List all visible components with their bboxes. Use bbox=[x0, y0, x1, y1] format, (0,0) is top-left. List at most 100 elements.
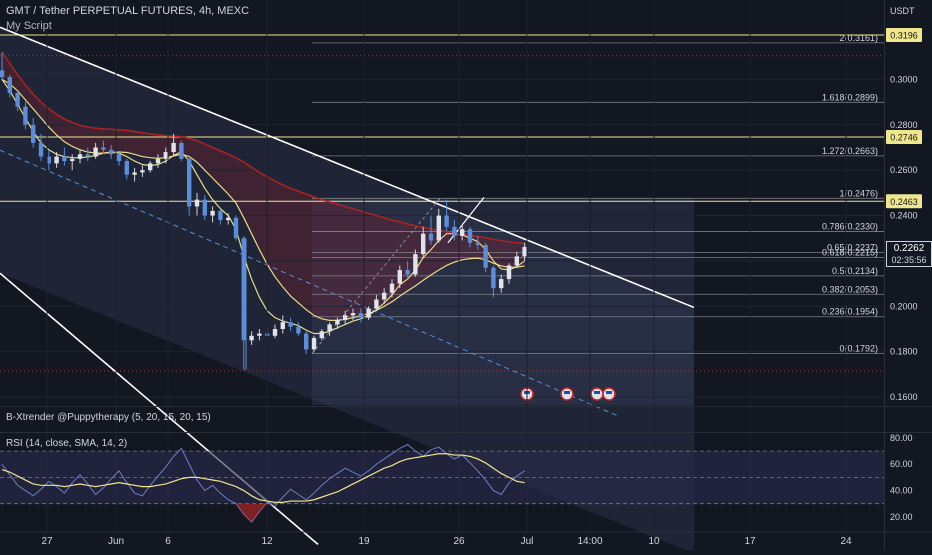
candle-body bbox=[335, 319, 340, 325]
x-tick-label: 24 bbox=[840, 536, 852, 547]
candle-body bbox=[444, 215, 449, 227]
candle-body bbox=[77, 154, 83, 159]
event-flag-icon bbox=[564, 391, 570, 394]
candle-body bbox=[116, 154, 122, 162]
candle-body bbox=[101, 147, 106, 150]
x-tick-label: Jun bbox=[108, 536, 124, 547]
candle-body bbox=[350, 313, 356, 316]
channel-mid-line bbox=[0, 149, 621, 418]
fib-label: 0.236(0.1954) bbox=[822, 307, 878, 317]
candle-body bbox=[405, 270, 410, 275]
x-tick-label: 17 bbox=[744, 536, 756, 547]
candle-body bbox=[327, 324, 332, 332]
candle-body bbox=[397, 270, 402, 284]
rsi-tick-label: 20.00 bbox=[890, 512, 913, 522]
x-tick-label: 26 bbox=[453, 536, 465, 547]
y-tick-label: 0.3000 bbox=[890, 74, 918, 84]
candle-body bbox=[132, 172, 137, 175]
xtrender-label[interactable]: B-Xtrender @Puppytherapy (5, 20, 15, 20,… bbox=[6, 412, 211, 423]
candle-body bbox=[428, 233, 434, 241]
candle-body bbox=[155, 158, 161, 164]
candle-body bbox=[413, 254, 418, 275]
candle-body bbox=[241, 238, 246, 341]
key-level-label: 0.2746 bbox=[890, 133, 918, 143]
key-level-badge bbox=[886, 130, 922, 145]
fib-label: 1.272(0.2663) bbox=[822, 146, 878, 156]
candle-body bbox=[421, 233, 426, 255]
rsi-tick-label: 60.00 bbox=[890, 459, 913, 469]
key-level-label: 0.2463 bbox=[890, 197, 918, 207]
rsi-label[interactable]: RSI (14, close, SMA, 14, 2) bbox=[6, 438, 128, 449]
fib-label: 0.618(0.2215) bbox=[822, 248, 878, 258]
x-tick-label: Jul bbox=[521, 536, 534, 547]
candle-body bbox=[382, 292, 387, 300]
x-tick-label: 19 bbox=[358, 536, 370, 547]
rsi-tick-label: 80.00 bbox=[890, 433, 913, 443]
x-tick-label: 14:00 bbox=[577, 536, 602, 547]
fib-label: 0(0.1792) bbox=[839, 343, 878, 353]
x-tick-label: 12 bbox=[261, 536, 273, 547]
candle-body bbox=[506, 265, 512, 280]
candle-body bbox=[124, 161, 129, 175]
candle-body bbox=[148, 163, 153, 171]
fib-label: 1.618(0.2899) bbox=[822, 92, 878, 102]
candle-body bbox=[460, 229, 465, 236]
channel-fill bbox=[0, 27, 694, 554]
key-level-label: 0.3196 bbox=[890, 30, 918, 40]
candle-body bbox=[85, 154, 90, 157]
pane-separator[interactable] bbox=[0, 406, 932, 407]
candle-body bbox=[210, 211, 215, 216]
candle-body bbox=[249, 335, 254, 341]
candle-body bbox=[0, 70, 5, 78]
candle-body bbox=[194, 199, 200, 207]
candle-body bbox=[31, 124, 36, 143]
candle-body bbox=[374, 299, 379, 309]
y-tick-label: 0.2400 bbox=[890, 211, 918, 221]
fib-label: 0.65(0.2237) bbox=[827, 243, 878, 253]
candle-body bbox=[233, 217, 239, 239]
fib-label: 0.382(0.2053) bbox=[822, 284, 878, 294]
candle-body bbox=[280, 322, 285, 329]
candle-body bbox=[288, 322, 293, 327]
candle-body bbox=[452, 226, 457, 236]
rsi-tick-label: 40.00 bbox=[890, 486, 913, 496]
current-price: 0.2262 bbox=[893, 243, 925, 254]
event-flag-icon bbox=[594, 391, 600, 394]
moving-average-line bbox=[1, 78, 525, 321]
quote-currency-label[interactable]: USDT bbox=[890, 6, 915, 16]
candle-body bbox=[140, 170, 145, 173]
price-scale-border bbox=[884, 0, 885, 550]
pane-separator[interactable] bbox=[0, 432, 932, 433]
rsi-series-line bbox=[1, 453, 525, 503]
candle-body bbox=[389, 283, 395, 293]
x-tick-label: 6 bbox=[165, 536, 171, 547]
candle-body bbox=[23, 106, 28, 125]
rsi-oversold-fill bbox=[236, 503, 268, 523]
candle-body bbox=[296, 326, 301, 334]
fib-label: 2(0.3161) bbox=[839, 33, 878, 43]
y-tick-label: 0.2800 bbox=[890, 120, 918, 130]
candle-body bbox=[218, 211, 223, 221]
bar-countdown: 02:35:56 bbox=[891, 255, 927, 265]
candle-body bbox=[319, 331, 324, 339]
chart-title: GMT / Tether PERPETUAL FUTURES, 4h, MEXC bbox=[6, 5, 250, 17]
candle-body bbox=[226, 217, 231, 221]
candle-body bbox=[15, 93, 20, 107]
fib-label: 0.5(0.2134) bbox=[832, 266, 878, 276]
event-flag-icon bbox=[606, 391, 612, 394]
candle-body bbox=[70, 158, 75, 162]
candle-body bbox=[179, 142, 184, 159]
candle-body bbox=[522, 246, 527, 257]
candle-body bbox=[366, 308, 371, 318]
y-tick-label: 0.2600 bbox=[890, 165, 918, 175]
key-level-badge bbox=[886, 194, 922, 209]
candle-body bbox=[163, 152, 168, 159]
candle-body bbox=[171, 142, 176, 153]
candle-body bbox=[38, 142, 44, 157]
candle-body bbox=[202, 199, 207, 216]
candle-body bbox=[436, 215, 441, 241]
candle-body bbox=[467, 229, 473, 243]
candle-body bbox=[62, 156, 67, 162]
